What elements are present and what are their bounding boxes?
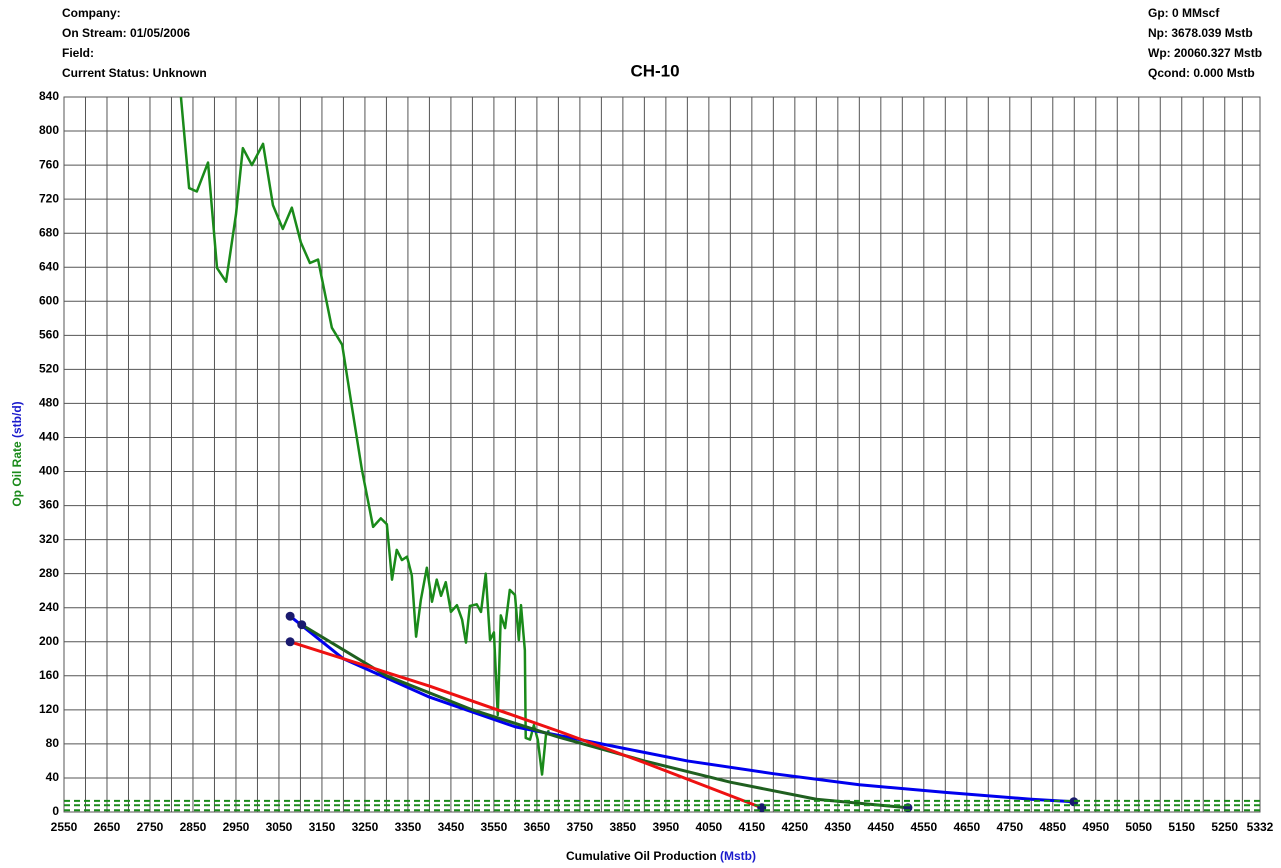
y-tick-label: 760	[39, 157, 59, 171]
endpoint-marker	[285, 611, 295, 621]
info-right: Wp: 20060.327 Mstb	[1148, 46, 1262, 60]
x-tick-label: 4850	[1039, 820, 1066, 834]
x-tick-label: 3050	[266, 820, 293, 834]
x-tick-label: 2950	[223, 820, 250, 834]
series-line	[289, 615, 1074, 804]
y-tick-label: 520	[39, 362, 59, 376]
endpoint-marker	[297, 620, 307, 630]
x-tick-label: 3150	[309, 820, 336, 834]
x-tick-label: 2650	[94, 820, 121, 834]
x-tick-label: 2850	[180, 820, 207, 834]
y-tick-label: 600	[39, 293, 59, 307]
y-tick-label: 320	[39, 532, 59, 546]
y-tick-label: 480	[39, 396, 59, 410]
x-tick-label: 3750	[567, 820, 594, 834]
x-tick-label: 3650	[524, 820, 551, 834]
y-tick-label: 120	[39, 702, 59, 716]
plot-area	[63, 96, 1261, 813]
series-line	[179, 97, 551, 776]
y-label: Op Oil Rate	[10, 441, 24, 507]
y-axis-label: Op Oil Rate (stb/d)	[10, 401, 24, 506]
x-tick-label: 4750	[996, 820, 1023, 834]
x-tick-label: 4550	[910, 820, 937, 834]
y-tick-label: 40	[46, 770, 60, 784]
info-right: Np: 3678.039 Mstb	[1148, 26, 1253, 40]
y-tick-label: 360	[39, 498, 59, 512]
y-tick-label: 160	[39, 668, 59, 682]
x-tick-label: 4450	[867, 820, 894, 834]
info-left: Company:	[62, 6, 121, 20]
y-tick-label: 560	[39, 328, 59, 342]
x-tick-label: 4250	[781, 820, 808, 834]
x-tick-label: 4150	[738, 820, 765, 834]
x-label: Cumulative Oil Production	[566, 849, 717, 863]
y-tick-label: 640	[39, 259, 59, 273]
x-tick-label: 4950	[1082, 820, 1109, 834]
x-tick-label: 5050	[1125, 820, 1152, 834]
x-tick-label: 3850	[610, 820, 637, 834]
info-left: On Stream: 01/05/2006	[62, 26, 190, 40]
endpoint-marker	[1069, 797, 1079, 807]
x-tick-label: 3950	[653, 820, 680, 834]
y-tick-label: 680	[39, 225, 59, 239]
y-tick-label: 240	[39, 600, 59, 614]
endpoint-marker	[285, 637, 295, 647]
y-tick-label: 200	[39, 634, 59, 648]
y-tick-label: 440	[39, 430, 59, 444]
chart-title: CH-10	[630, 61, 679, 80]
y-tick-label: 0	[52, 804, 59, 818]
y-tick-label: 280	[39, 566, 59, 580]
info-left: Field:	[62, 46, 94, 60]
info-right: Gp: 0 MMscf	[1148, 6, 1220, 20]
info-right: Qcond: 0.000 Mstb	[1148, 66, 1255, 80]
x-tick-label: 3550	[481, 820, 508, 834]
x-tick-label: 4050	[696, 820, 723, 834]
x-tick-label: 2550	[51, 820, 78, 834]
x-tick-label: 3450	[438, 820, 465, 834]
x-axis-label: Cumulative Oil Production (Mstb)	[566, 849, 756, 863]
series-line	[300, 623, 909, 810]
x-tick-label: 5250	[1211, 820, 1238, 834]
y-tick-label: 400	[39, 464, 59, 478]
x-tick-label: 3250	[352, 820, 379, 834]
y-label-unit: (stb/d)	[10, 401, 24, 438]
series-line	[289, 640, 763, 810]
x-tick-label: 3350	[395, 820, 422, 834]
y-tick-label: 840	[39, 89, 59, 103]
y-tick-label: 720	[39, 191, 59, 205]
x-tick-label: 5332	[1247, 820, 1274, 834]
x-tick-label: 4350	[824, 820, 851, 834]
x-tick-label: 4650	[953, 820, 980, 834]
y-tick-label: 80	[46, 736, 60, 750]
y-tick-label: 800	[39, 123, 59, 137]
x-label-unit: (Mstb)	[720, 849, 756, 863]
x-tick-label: 2750	[137, 820, 164, 834]
x-tick-label: 5150	[1168, 820, 1195, 834]
info-left: Current Status: Unknown	[62, 66, 207, 80]
